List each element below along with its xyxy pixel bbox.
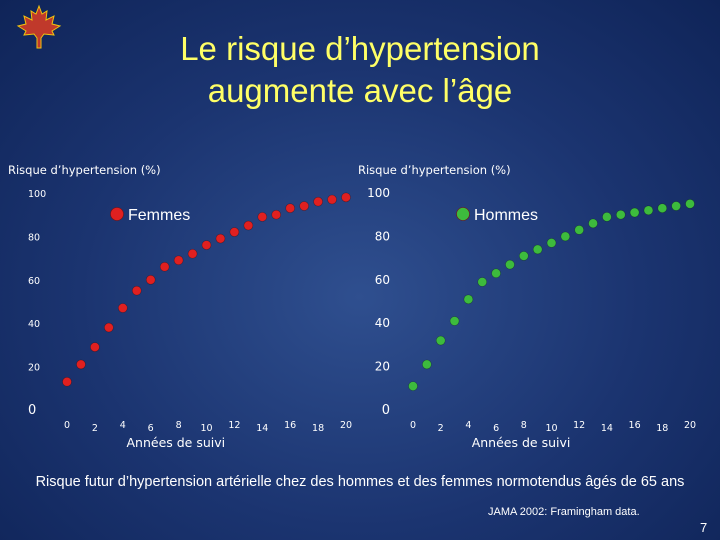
data-point-hommes (588, 218, 598, 229)
x-axis-label-hommes: Années de suivi (472, 435, 571, 450)
data-point-hommes (546, 238, 557, 248)
data-point-femmes (271, 209, 282, 220)
x-tick-label-femmes: 18 (312, 423, 324, 434)
y-tick-label-femmes: 20 (28, 363, 40, 374)
y-tick-label-femmes: 60 (28, 276, 40, 287)
y-axis-label-femmes: Risque d’hypertension (%) (8, 163, 161, 177)
data-point-femmes (104, 322, 114, 333)
x-tick-label-femmes: 8 (176, 420, 182, 431)
data-point-hommes (657, 203, 668, 213)
y-tick-label-hommes: 100 (367, 186, 390, 200)
data-point-femmes (229, 227, 240, 237)
x-tick-label-femmes: 16 (284, 420, 296, 431)
data-point-femmes (145, 274, 156, 285)
data-point-femmes (173, 255, 184, 266)
data-point-femmes (243, 220, 254, 231)
data-point-femmes (187, 248, 198, 259)
y-tick-label-hommes: 40 (375, 316, 390, 330)
source-citation: JAMA 2002: Framingham data. (488, 506, 640, 518)
page-number: 7 (700, 520, 708, 535)
data-point-femmes (215, 233, 226, 244)
x-axis-label-femmes: Années de suivi (126, 435, 225, 450)
data-point-femmes (201, 240, 212, 250)
data-point-hommes (685, 199, 695, 209)
data-point-femmes (76, 359, 86, 370)
x-tick-label-hommes: 0 (410, 420, 416, 431)
x-tick-label-femmes: 4 (120, 420, 126, 431)
x-tick-label-hommes: 4 (465, 420, 471, 431)
x-tick-label-femmes: 20 (340, 420, 352, 431)
data-point-femmes (299, 201, 309, 211)
data-point-hommes (463, 294, 474, 305)
data-point-femmes (159, 261, 170, 272)
legend-marker-hommes (456, 207, 470, 221)
data-point-hommes (602, 212, 612, 222)
x-tick-label-femmes: 10 (200, 423, 212, 434)
data-point-femmes (90, 342, 100, 352)
y-tick-label-femmes: 100 (28, 189, 46, 200)
data-point-hommes (532, 244, 543, 255)
data-point-hommes (671, 201, 681, 211)
x-tick-label-hommes: 20 (684, 420, 696, 431)
x-tick-label-hommes: 6 (493, 423, 499, 434)
x-tick-label-femmes: 6 (148, 423, 154, 434)
data-point-hommes (643, 205, 654, 216)
y-tick-label-femmes: 0 (28, 403, 36, 418)
y-tick-label-hommes: 0 (382, 403, 390, 418)
y-axis-label-hommes: Risque d’hypertension (%) (358, 163, 511, 177)
data-point-hommes (505, 259, 515, 270)
data-point-hommes (491, 268, 501, 279)
x-tick-label-femmes: 12 (228, 420, 240, 431)
y-tick-label-hommes: 20 (375, 360, 390, 374)
data-point-hommes (629, 207, 640, 218)
x-tick-label-femmes: 0 (64, 420, 70, 431)
data-point-femmes (257, 212, 268, 222)
data-point-hommes (435, 335, 446, 346)
x-tick-label-femmes: 2 (92, 423, 98, 434)
title-line-2: augmente avec l’âge (207, 72, 513, 109)
y-tick-label-hommes: 60 (375, 273, 390, 287)
x-tick-label-hommes: 8 (521, 420, 527, 431)
data-point-femmes (285, 203, 296, 213)
x-tick-label-femmes: 14 (256, 423, 268, 434)
title-line-1: Le risque d’hypertension (180, 30, 540, 67)
data-point-hommes (615, 209, 626, 220)
x-tick-label-hommes: 12 (573, 420, 585, 431)
x-tick-label-hommes: 14 (601, 423, 613, 434)
data-point-hommes (449, 316, 460, 326)
legend-label-hommes: Hommes (474, 207, 538, 224)
x-tick-label-hommes: 2 (438, 423, 444, 434)
data-point-hommes (477, 277, 488, 287)
data-point-hommes (422, 359, 432, 370)
data-point-femmes (118, 303, 128, 313)
data-point-hommes (574, 225, 585, 235)
y-tick-label-femmes: 80 (28, 232, 40, 243)
data-point-hommes (408, 381, 418, 391)
data-point-femmes (327, 194, 337, 205)
data-point-femmes (341, 192, 351, 203)
legend-label-femmes: Femmes (128, 207, 190, 224)
data-point-hommes (560, 231, 571, 242)
x-tick-label-hommes: 18 (656, 423, 668, 434)
data-point-hommes (518, 251, 529, 261)
x-tick-label-hommes: 10 (545, 423, 557, 434)
y-tick-label-femmes: 40 (28, 319, 40, 330)
slide-title: Le risque d’hypertension augmente avec l… (60, 28, 660, 112)
legend-marker-femmes (110, 207, 124, 221)
data-point-femmes (131, 285, 142, 296)
footnote: Risque futur d’hypertension artérielle c… (35, 474, 685, 490)
y-tick-label-hommes: 80 (375, 229, 390, 243)
x-tick-label-hommes: 16 (629, 420, 641, 431)
data-point-femmes (62, 376, 72, 387)
maple-leaf-logo (16, 4, 62, 49)
data-point-femmes (313, 196, 323, 207)
